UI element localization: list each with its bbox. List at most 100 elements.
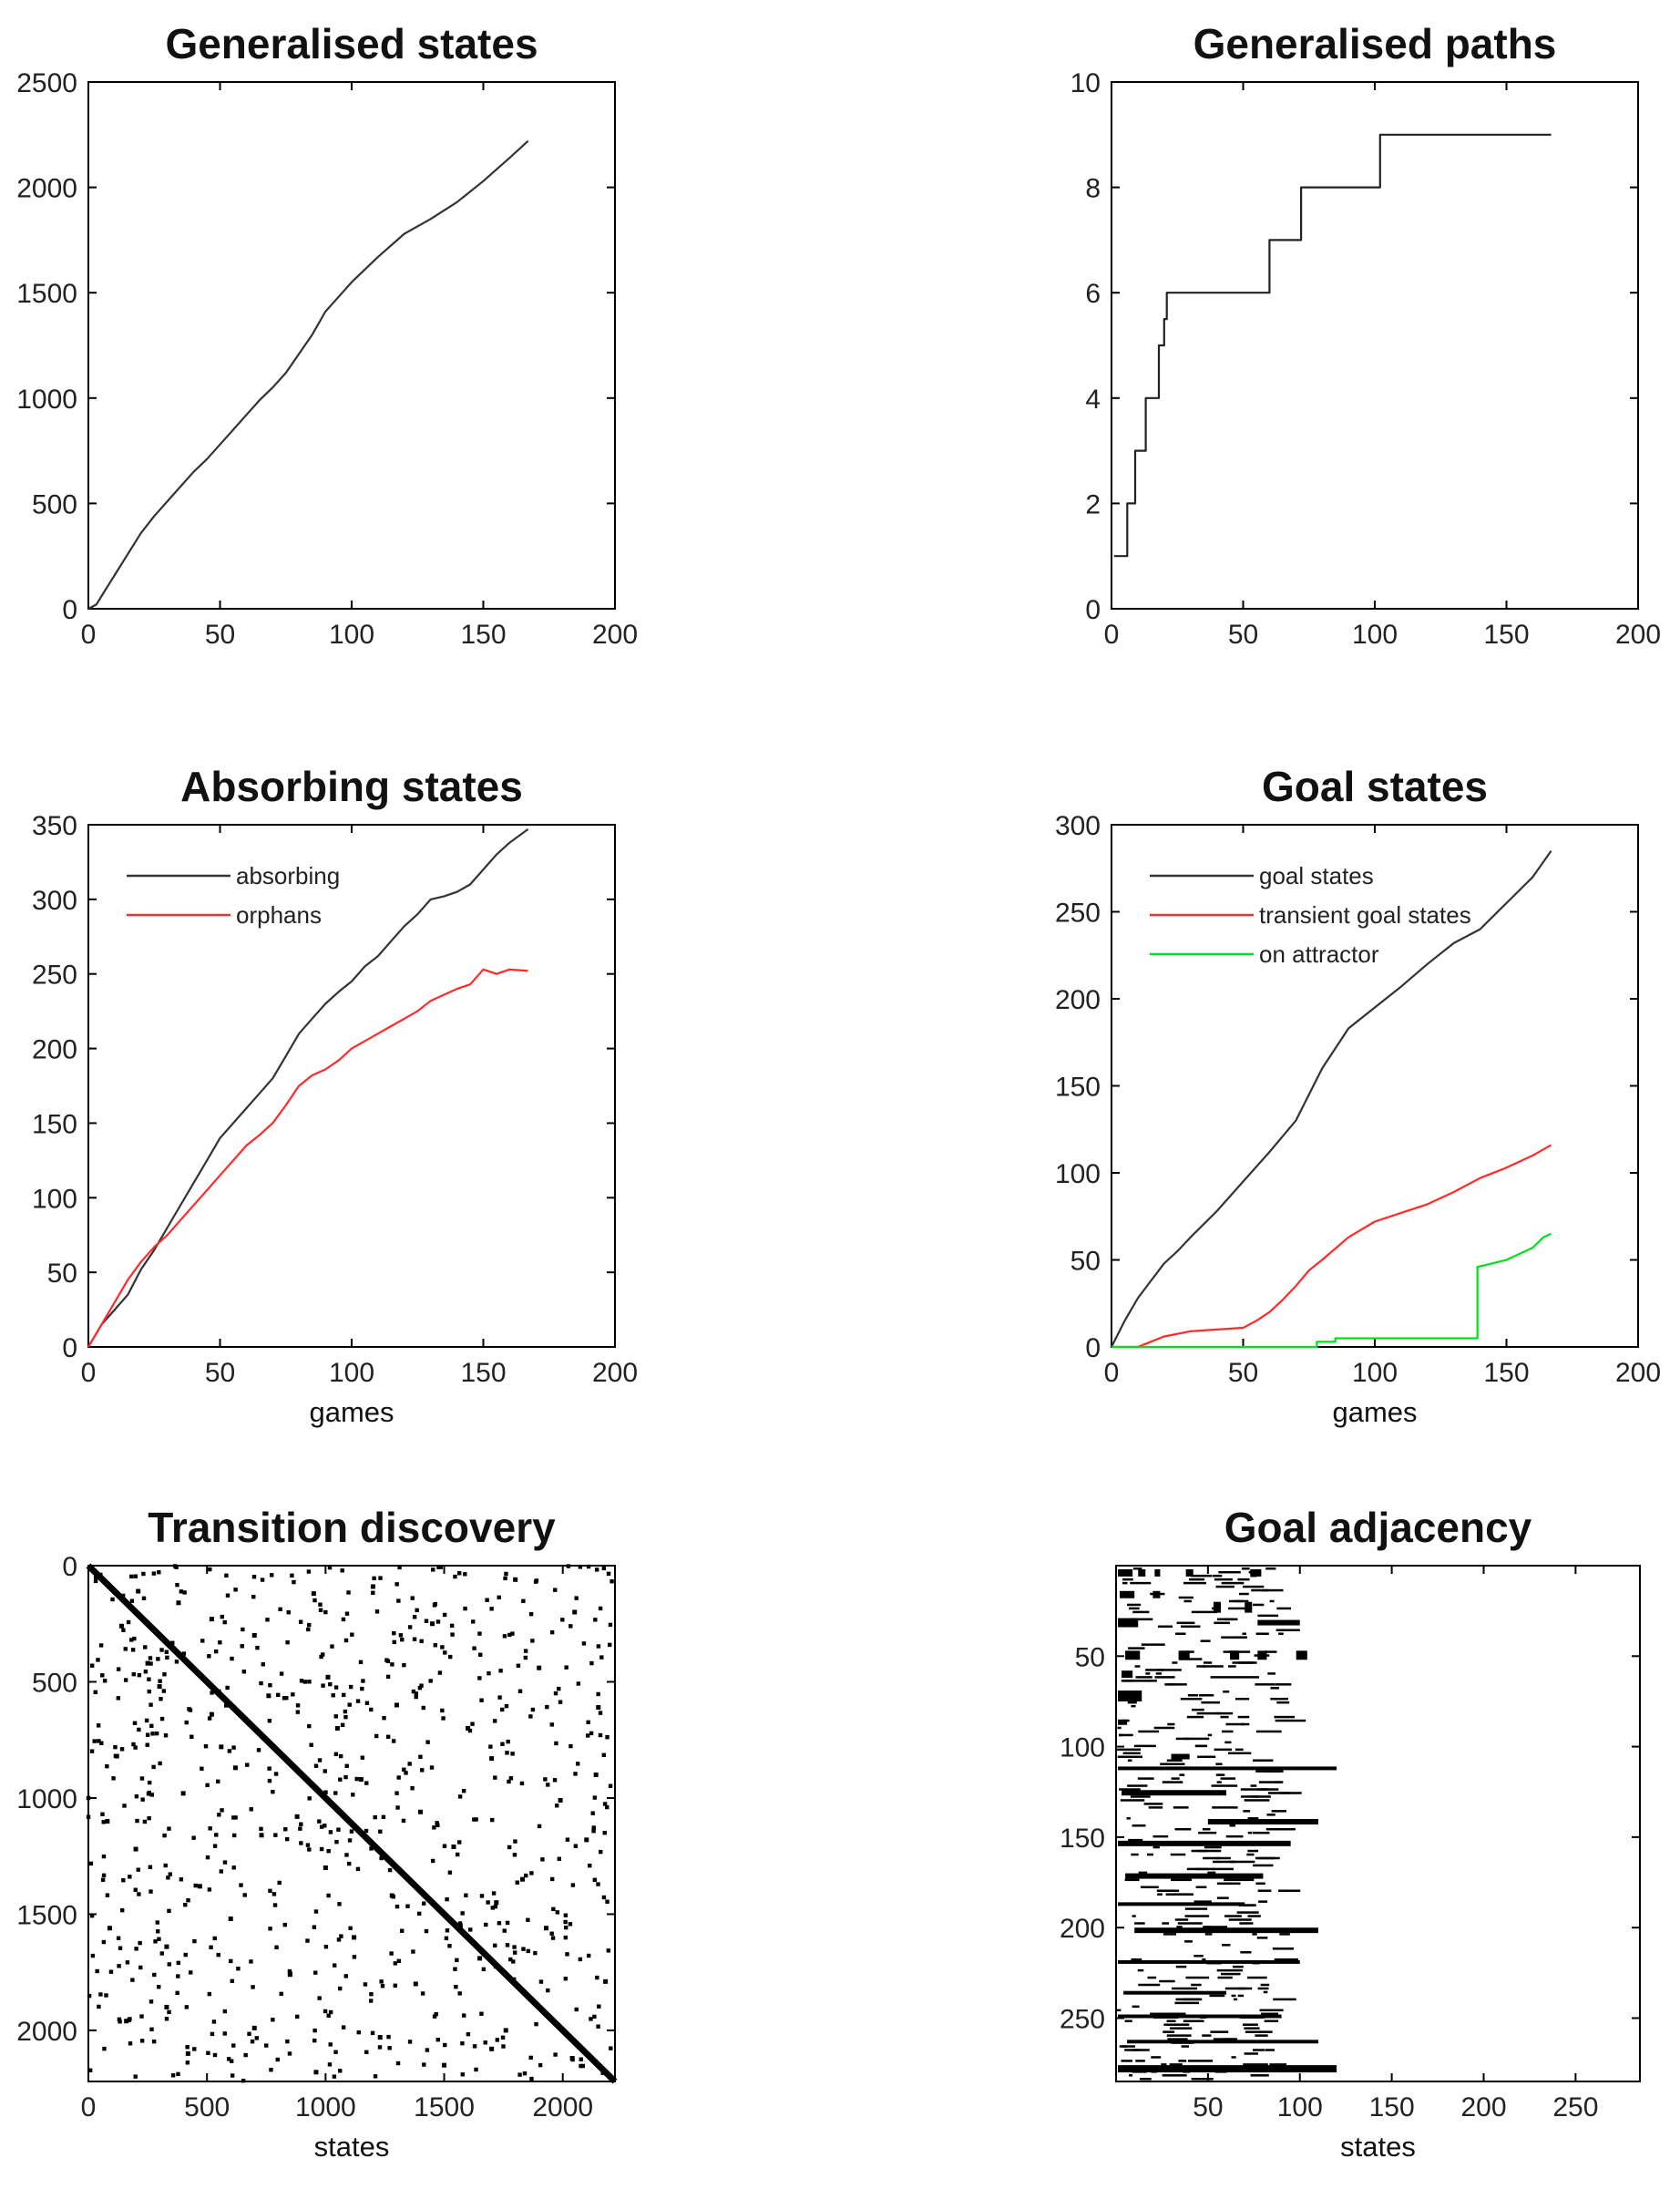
scatter-point [343, 1709, 348, 1714]
scatter-point [442, 1612, 447, 1618]
x-tick-label: 100 [329, 1358, 374, 1388]
adjacency-cell [1131, 1958, 1142, 1961]
adjacency-cell [1131, 1704, 1136, 1708]
scatter-point [139, 2014, 144, 2019]
scatter-point [89, 1663, 95, 1668]
adjacency-cell [1274, 1958, 1298, 1961]
scatter-point [596, 1882, 600, 1886]
scatter-point [208, 1826, 212, 1831]
adjacency-cell [1275, 1719, 1280, 1722]
adjacency-cell [1184, 1940, 1193, 1943]
adjacency-cell [1121, 1719, 1130, 1722]
scatter-point [318, 1608, 323, 1612]
scatter-point [141, 1596, 147, 1601]
scatter-point [232, 1765, 238, 1771]
scatter-point [279, 1991, 283, 1997]
adjacency-cell [1259, 2009, 1275, 2012]
scatter-point [347, 1838, 353, 1843]
scatter-point [176, 1974, 180, 1978]
scatter-point [333, 2050, 338, 2054]
scatter-point [477, 1676, 482, 1680]
x-tick-label: 1000 [295, 2092, 356, 2122]
adjacency-cell [1235, 1636, 1247, 1639]
adjacency-cell [1210, 1676, 1234, 1679]
adjacency-cell [1162, 2074, 1187, 2077]
absorbing-states-panel: Absorbing states 0 50 100 150 200 0 50 100 150 200… [32, 763, 638, 1428]
chart-title: Transition discovery [148, 1504, 556, 1551]
adjacency-cell [1132, 1610, 1150, 1614]
scatter-point [252, 1725, 257, 1731]
scatter-point [101, 1873, 107, 1878]
scatter-point [414, 1694, 418, 1700]
scatter-point [599, 1849, 603, 1855]
scatter-point [259, 1826, 263, 1832]
scatter-point [506, 1739, 510, 1744]
adjacency-cell [1266, 1814, 1275, 1816]
scatter-point [549, 1931, 554, 1936]
scatter-point [392, 1630, 396, 1636]
scatter-point [130, 1648, 136, 1652]
scatter-point [364, 1828, 369, 1834]
scatter-point [371, 1590, 375, 1595]
scatter-point [491, 1891, 497, 1896]
x-tick-label: 0 [81, 1358, 97, 1388]
scatter-point [151, 1764, 156, 1770]
scatter-point [333, 1685, 339, 1690]
scatter-point [327, 2062, 333, 2067]
scatter-point [306, 1627, 311, 1632]
scatter-point [530, 1707, 536, 1712]
scatter-point [592, 1877, 598, 1883]
scatter-point [93, 1578, 98, 1584]
scatter-point [187, 1707, 191, 1711]
y-tick-label: 2000 [16, 174, 77, 204]
scatter-point [433, 1601, 438, 1607]
adjacency-cell [1129, 1607, 1140, 1610]
adjacency-cell [1132, 2005, 1140, 2009]
y-tick-label: 350 [32, 811, 77, 841]
adjacency-cell [1204, 1845, 1222, 1849]
scatter-point [447, 1944, 452, 1948]
scatter-point [435, 2037, 440, 2042]
adjacency-cell [1163, 1625, 1173, 1629]
scatter-point [546, 1783, 550, 1787]
scatter-point [317, 1758, 323, 1763]
scatter-point [593, 1618, 598, 1622]
scatter-point [598, 1732, 603, 1738]
scatter-point [600, 2071, 605, 2075]
goal-adjacency-panel: Goal adjacency 50 100 150 200 250 50 100 150 200 2… [1060, 1504, 1641, 2163]
y-tick-label: 1000 [16, 1784, 77, 1814]
scatter-point [396, 1958, 401, 1963]
adjacency-cell [1180, 1697, 1203, 1701]
scatter-point [565, 1837, 570, 1842]
x-tick-label: 100 [1277, 2092, 1323, 2122]
scatter-point [143, 1645, 148, 1649]
scatter-point [278, 1607, 282, 1612]
scatter-point [364, 1835, 368, 1840]
scatter-point [200, 1766, 204, 1771]
scatter-point [448, 1654, 453, 1660]
scatter-point [589, 1731, 594, 1736]
scatter-point [218, 1640, 222, 1645]
adjacency-cell [1263, 1990, 1268, 1994]
scatter-point [374, 1733, 379, 1739]
scatter-point [274, 1945, 279, 1950]
scatter-point [92, 1739, 97, 1743]
scatter-point [510, 1752, 515, 1756]
scatter-point [510, 1631, 515, 1636]
scatter-point [88, 1861, 94, 1866]
adjacency-cell [1238, 1904, 1256, 1906]
scatter-point [550, 1936, 556, 1940]
scatter-point [467, 1728, 473, 1733]
scatter-point [317, 1996, 322, 2000]
scatter-point [207, 1991, 212, 1997]
x-tick-label: 0 [1104, 1358, 1120, 1388]
y-tick-label: 0 [1085, 1333, 1101, 1363]
scatter-point [89, 1913, 95, 1918]
scatter-point [272, 1903, 278, 1907]
adjacency-cell [1237, 1578, 1250, 1581]
adjacency-cell [1237, 1715, 1250, 1719]
scatter-point [398, 1633, 404, 1638]
scatter-point [285, 2039, 290, 2044]
scatter-point [573, 1772, 578, 1776]
scatter-point [87, 1993, 92, 1999]
